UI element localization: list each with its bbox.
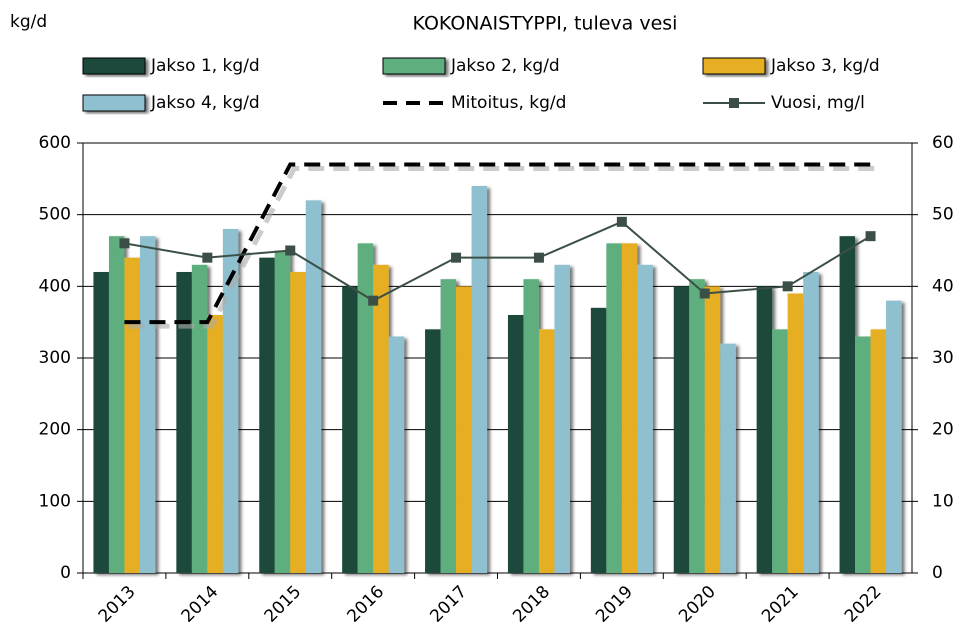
bar — [207, 315, 223, 573]
chart-title: KOKONAISTYPPI, tuleva vesi — [413, 13, 678, 35]
bar — [803, 272, 819, 573]
x-tick-label: 2022 — [841, 582, 886, 627]
bar — [590, 307, 607, 573]
bar — [787, 293, 804, 573]
bar — [507, 315, 524, 573]
bar — [440, 279, 457, 573]
y2-tick-label: 10 — [932, 491, 954, 511]
bar — [689, 279, 705, 573]
y2-tick-label: 30 — [932, 348, 954, 368]
bar — [839, 236, 856, 573]
legend-swatch — [382, 57, 446, 75]
bar — [621, 243, 638, 574]
bar — [523, 279, 539, 573]
x-tick-label: 2016 — [343, 582, 388, 627]
bar — [93, 272, 109, 573]
y-tick-label: 200 — [39, 420, 71, 440]
bar — [720, 343, 736, 573]
legend-label: Jakso 4, kg/d — [150, 93, 260, 113]
bar — [139, 236, 156, 573]
legend-swatch — [729, 98, 739, 108]
y2-tick-label: 0 — [932, 563, 943, 583]
annual-marker — [368, 295, 379, 306]
bar — [357, 243, 374, 574]
x-tick-label: 2021 — [758, 582, 803, 627]
legend-swatch — [82, 57, 146, 75]
bar — [471, 186, 488, 573]
x-tick-label: 2020 — [675, 582, 720, 627]
annual-marker — [533, 252, 544, 263]
legend-label: Jakso 3, kg/d — [770, 56, 880, 76]
x-tick-label: 2019 — [592, 582, 637, 627]
y2-tick-label: 50 — [932, 205, 954, 225]
x-tick-label: 2017 — [426, 582, 471, 627]
x-tick-label: 2014 — [178, 582, 223, 627]
legend-label: Vuosi, mg/l — [771, 93, 865, 113]
bar — [290, 272, 306, 573]
y-tick-label: 600 — [39, 133, 71, 153]
annual-marker — [865, 231, 876, 242]
y-tick-label: 500 — [39, 205, 71, 225]
annual-marker — [616, 216, 627, 227]
legend-label: Jakso 2, kg/d — [450, 56, 560, 76]
bar — [855, 336, 871, 573]
x-tick-label: 2015 — [261, 582, 306, 627]
y-tick-label: 300 — [39, 348, 71, 368]
bar — [554, 264, 570, 573]
bar — [886, 300, 902, 573]
x-tick-label: 2013 — [95, 582, 140, 627]
annual-marker — [451, 252, 462, 263]
x-tick-label: 2018 — [509, 582, 554, 627]
bar — [342, 286, 358, 573]
annual-marker — [699, 288, 710, 299]
bar — [673, 286, 690, 573]
bars — [93, 186, 902, 574]
bar — [704, 286, 721, 573]
annual-marker — [285, 245, 296, 256]
y2-tick-label: 40 — [932, 276, 954, 296]
bar — [538, 329, 555, 573]
bar — [870, 329, 887, 573]
annual-marker — [782, 281, 793, 292]
bar — [259, 257, 275, 573]
bar — [108, 236, 125, 573]
y-tick-label: 100 — [39, 491, 71, 511]
legend-swatch — [702, 57, 766, 75]
bar — [124, 257, 140, 573]
bar — [772, 329, 788, 573]
y-tick-label: 0 — [60, 563, 71, 583]
bar — [222, 229, 239, 573]
bar — [456, 286, 472, 573]
y2-tick-label: 60 — [932, 133, 954, 153]
bar — [373, 264, 389, 573]
legend-label: Jakso 1, kg/d — [150, 56, 260, 76]
bar — [176, 272, 192, 573]
legend-swatch — [82, 94, 146, 112]
legend-label: Mitoitus, kg/d — [451, 93, 566, 113]
bar — [756, 286, 773, 573]
bar — [274, 250, 291, 573]
bar — [606, 243, 622, 574]
bar — [637, 264, 653, 573]
annual-marker — [119, 238, 130, 249]
annual-line — [124, 220, 872, 302]
bar — [305, 200, 322, 574]
bar — [388, 336, 405, 573]
bar — [191, 264, 208, 573]
y-axis-unit: kg/d — [10, 12, 47, 32]
annual-marker — [202, 252, 213, 263]
bar — [425, 329, 441, 573]
y-tick-label: 400 — [39, 276, 71, 296]
y2-tick-label: 20 — [932, 420, 954, 440]
